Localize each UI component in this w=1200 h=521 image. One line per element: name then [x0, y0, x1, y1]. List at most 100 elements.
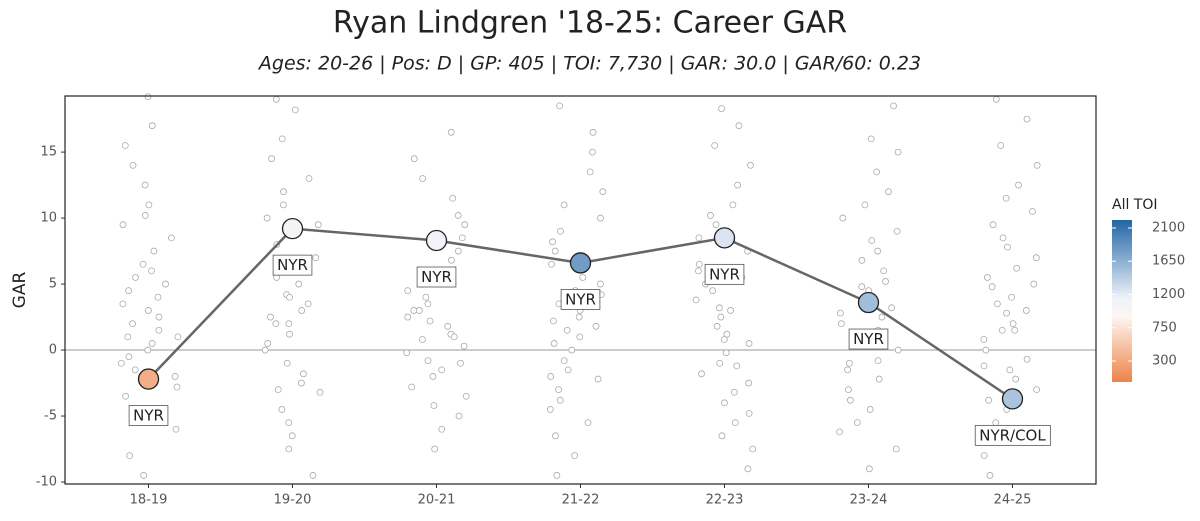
chart-subtitle: Ages: 20-26 | Pos: D | GP: 405 | TOI: 7,… — [257, 53, 921, 75]
y-tick-label: 10 — [40, 211, 57, 226]
league-point — [454, 247, 462, 255]
league-point — [117, 359, 125, 367]
league-point — [589, 128, 597, 136]
league-point — [707, 212, 714, 219]
colorbar-label: 300 — [1152, 354, 1177, 369]
league-point — [997, 142, 1005, 149]
league-point — [278, 135, 286, 143]
league-point — [560, 357, 568, 365]
league-point — [264, 340, 272, 347]
x-tick-label: 20-21 — [418, 493, 456, 508]
league-point — [589, 148, 596, 156]
league-point — [1006, 366, 1014, 374]
league-point — [980, 452, 988, 460]
league-point — [745, 379, 753, 387]
league-point — [890, 102, 897, 110]
league-point — [556, 102, 564, 110]
league-point — [880, 267, 888, 275]
league-point — [122, 392, 129, 400]
league-point — [460, 342, 468, 350]
league-point — [994, 300, 1001, 308]
league-point — [1009, 320, 1017, 328]
league-point — [1011, 326, 1019, 334]
league-point — [837, 320, 845, 328]
league-point — [712, 221, 720, 229]
league-point — [550, 317, 557, 325]
league-point — [448, 256, 455, 264]
league-point — [836, 309, 844, 317]
colorbar-label: 1200 — [1152, 287, 1185, 302]
league-point — [312, 254, 320, 262]
league-point — [148, 267, 155, 275]
league-point — [403, 349, 411, 357]
league-point — [717, 313, 725, 321]
league-point — [131, 366, 139, 374]
league-point — [295, 280, 303, 288]
league-point — [141, 181, 149, 189]
x-tick-label: 22-23 — [706, 493, 744, 508]
league-point — [592, 322, 600, 330]
league-point — [272, 320, 280, 328]
point — [713, 227, 736, 249]
league-point — [173, 383, 181, 391]
league-point — [172, 425, 180, 433]
league-point — [715, 304, 723, 312]
label-box — [128, 405, 169, 426]
league-point — [1002, 194, 1010, 202]
league-point — [304, 300, 312, 308]
league-point — [733, 362, 741, 370]
league-point — [846, 396, 854, 404]
league-point — [584, 419, 592, 427]
league-point — [139, 260, 147, 268]
league-point — [119, 300, 127, 308]
league-point — [1012, 375, 1020, 383]
league-point — [288, 432, 296, 440]
league-point — [126, 452, 134, 460]
league-point — [893, 227, 901, 235]
league-point — [145, 307, 152, 314]
league-point — [314, 221, 322, 229]
league-point — [285, 445, 293, 453]
league-point — [992, 95, 1000, 103]
league-point — [1023, 115, 1031, 123]
league-point — [286, 293, 293, 301]
league-point — [745, 409, 753, 417]
league-point — [888, 304, 896, 312]
league-point — [1033, 161, 1041, 169]
league-point — [280, 188, 287, 196]
league-point — [168, 234, 175, 242]
league-point — [132, 274, 139, 281]
league-point — [865, 465, 873, 473]
league-point — [858, 283, 866, 291]
league-point — [171, 373, 179, 380]
league-point — [716, 359, 724, 367]
league-point — [1029, 208, 1036, 215]
league-point — [989, 221, 997, 229]
league-point — [150, 247, 158, 255]
x-tick-label: 18-19 — [130, 493, 168, 508]
league-point — [555, 386, 562, 394]
league-point — [429, 373, 437, 380]
plot-frame — [64, 95, 1097, 485]
league-point — [853, 419, 861, 427]
x-tick-label: 21-22 — [562, 493, 600, 508]
league-point — [734, 181, 742, 189]
league-point — [300, 370, 307, 378]
y-axis-label: GAR — [10, 272, 30, 309]
league-point — [692, 296, 700, 304]
league-point — [119, 221, 127, 229]
league-point — [424, 357, 432, 365]
league-point — [280, 201, 287, 209]
point-label: NYR — [565, 290, 596, 308]
league-point — [419, 175, 427, 182]
league-point — [286, 330, 293, 338]
league-point — [874, 357, 882, 365]
league-point — [878, 313, 886, 321]
league-point — [447, 128, 455, 136]
league-point — [694, 267, 702, 275]
league-point — [261, 346, 269, 354]
league-point — [174, 333, 182, 341]
league-point — [698, 370, 705, 378]
league-point — [404, 287, 412, 295]
league-point — [695, 234, 703, 242]
